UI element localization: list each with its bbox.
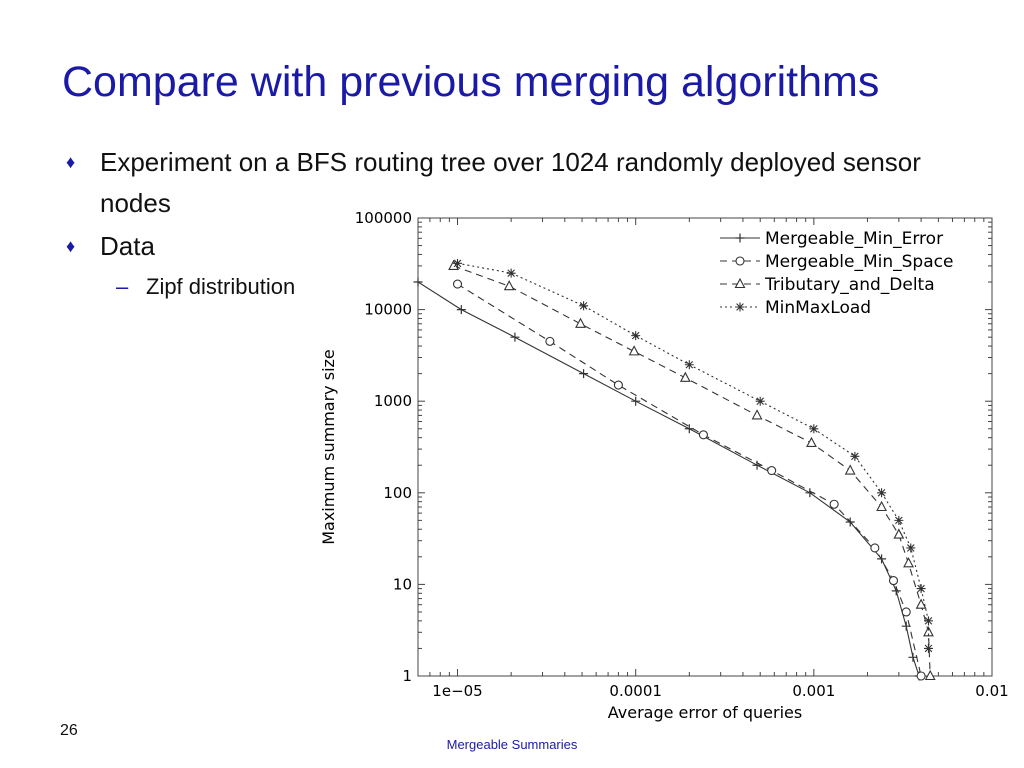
footer-text: Mergeable Summaries [446, 737, 578, 752]
data-point-4 [631, 331, 641, 341]
legend-label-1: Mergeable_Min_Error [765, 229, 943, 249]
plot-frame [417, 217, 993, 677]
y-tick-label: 1000 [374, 392, 412, 410]
data-point-3 [751, 409, 763, 420]
data-point-3 [679, 371, 691, 382]
line-chart: 1 10 100 1000 10000 100000 1e−05 0.0001 0.001 0.0… [319, 209, 1009, 722]
x-tick-label: 1e−05 [432, 682, 482, 700]
data-point-2 [916, 671, 926, 681]
data-point-1 [579, 369, 589, 379]
slide-title: Compare with previous merging algorithms [62, 58, 880, 106]
data-point-2 [870, 543, 880, 553]
data-point-2 [613, 380, 623, 390]
bullet-list: ♦ Experiment on a BFS routing tree over … [66, 142, 996, 306]
bullet-experiment: ♦ Experiment on a BFS routing tree over … [66, 142, 996, 224]
page-number: 26 [60, 722, 78, 739]
data-point-3 [923, 626, 934, 637]
data-point-1 [908, 652, 918, 662]
data-point-1 [413, 277, 423, 287]
data-point-4 [453, 258, 463, 268]
data-point-3 [903, 557, 914, 568]
data-point-2 [767, 465, 777, 476]
x-axis-label: Average error of queries [608, 703, 802, 722]
x-tick-label: 0.001 [792, 682, 835, 700]
data-point-2 [829, 499, 839, 509]
data-point-4 [923, 616, 933, 626]
data-point-3 [924, 669, 936, 681]
diamond-bullet-icon: ♦ [66, 236, 76, 256]
data-point-4 [877, 488, 887, 498]
data-point-1 [631, 396, 641, 406]
data-point-4 [579, 301, 589, 311]
bullet-text: Data [100, 231, 155, 261]
series-line-3 [453, 265, 931, 676]
x-tick-label: 0.0001 [609, 682, 662, 700]
data-point-3 [844, 464, 856, 475]
data-point-1 [684, 424, 694, 434]
series-line-2 [457, 283, 922, 676]
dash-bullet-icon: – [116, 274, 129, 299]
data-point-4 [684, 360, 694, 370]
data-point-3 [503, 280, 515, 291]
y-tick-label: 100000 [355, 209, 412, 227]
data-point-2 [698, 430, 708, 440]
sub-bullet-text: Zipf distribution [146, 274, 296, 299]
data-point-4 [906, 543, 916, 553]
y-tick-label: 1 [402, 667, 412, 685]
data-point-3 [806, 436, 817, 448]
y-tick-label: 10 [393, 575, 412, 593]
data-point-3 [876, 500, 887, 512]
data-point-4 [506, 268, 516, 278]
legend-marker-2 [735, 256, 745, 266]
data-point-2 [545, 336, 555, 346]
sub-bullet-zipf: – Zipf distribution [66, 268, 996, 306]
legend-marker-1 [735, 233, 745, 243]
x-tick-label: 0.01 [975, 682, 1008, 700]
data-point-1 [510, 332, 520, 342]
data-point-3 [915, 598, 927, 609]
data-point-4 [850, 451, 860, 461]
data-point-2 [452, 279, 463, 289]
data-point-4 [923, 643, 933, 653]
data-point-3 [575, 317, 586, 328]
data-point-4 [755, 396, 765, 406]
data-point-1 [752, 460, 762, 470]
y-tick-label: 10000 [364, 301, 412, 319]
legend-marker-3 [734, 277, 746, 289]
data-point-2 [888, 576, 899, 586]
data-point-4 [809, 424, 819, 434]
data-point-2 [901, 607, 911, 617]
data-point-1 [456, 305, 466, 315]
bullet-text: Experiment on a BFS routing tree over 10… [100, 147, 921, 218]
y-axis-label: Maximum summary size [319, 349, 338, 545]
legend-label-3: Tributary_and_Delta [764, 275, 935, 295]
legend-marker-4 [735, 302, 745, 312]
y-tick-label: 100 [383, 484, 412, 502]
bullet-data: ♦ Data [66, 226, 996, 267]
legend-label-2: Mergeable_Min_Space [765, 252, 953, 272]
data-point-4 [894, 515, 904, 525]
series-line-1 [418, 281, 920, 676]
data-point-3 [893, 528, 905, 539]
data-point-3 [628, 345, 640, 356]
legend-label-4: MinMaxLoad [765, 298, 871, 318]
data-point-4 [916, 584, 926, 594]
chart-container: 1 10 100 1000 10000 100000 1e−05 0.0001 0.001 0.0… [310, 200, 1024, 728]
diamond-bullet-icon: ♦ [66, 152, 76, 172]
